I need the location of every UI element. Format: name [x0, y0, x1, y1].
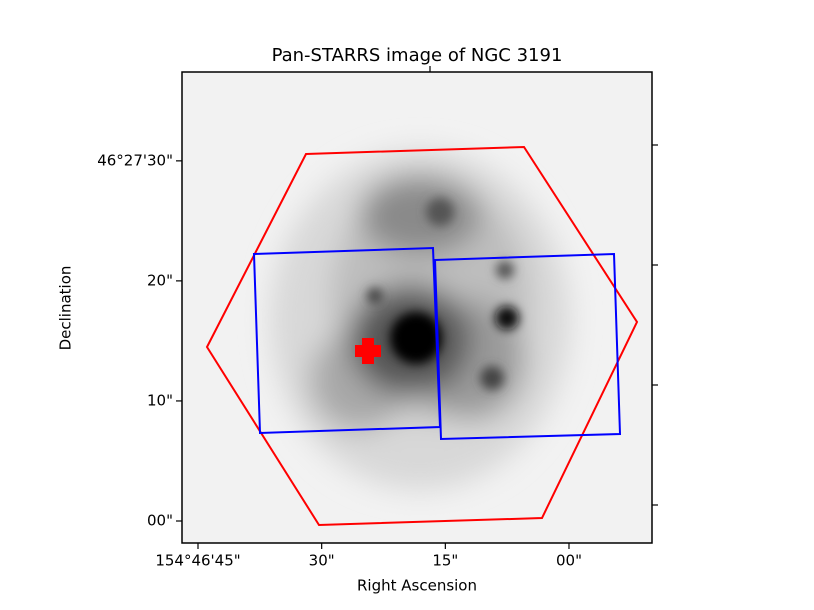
chart-title: Pan-STARRS image of NGC 3191 [272, 45, 563, 66]
plot-frame [181, 71, 653, 544]
y-axis-label: Declination [57, 266, 75, 351]
x-tick-label: 30" [309, 552, 335, 570]
marker-cross [355, 338, 381, 364]
sky-image [182, 72, 652, 543]
secondary-ticks [429, 66, 658, 506]
y-tick-label: 46°27'30" [97, 151, 173, 169]
footprint-hexagon [205, 145, 639, 527]
x-tick-label: 00" [556, 552, 582, 570]
y-tick-label: 10" [147, 391, 173, 409]
x-axis-label: Right Ascension [357, 577, 477, 595]
x-tick-label: 15" [432, 552, 458, 570]
y-tick-label: 20" [147, 271, 173, 289]
x-tick-label: 154°46'45" [155, 552, 240, 570]
y-tick-label: 00" [147, 512, 173, 530]
footprint-right [433, 252, 622, 441]
